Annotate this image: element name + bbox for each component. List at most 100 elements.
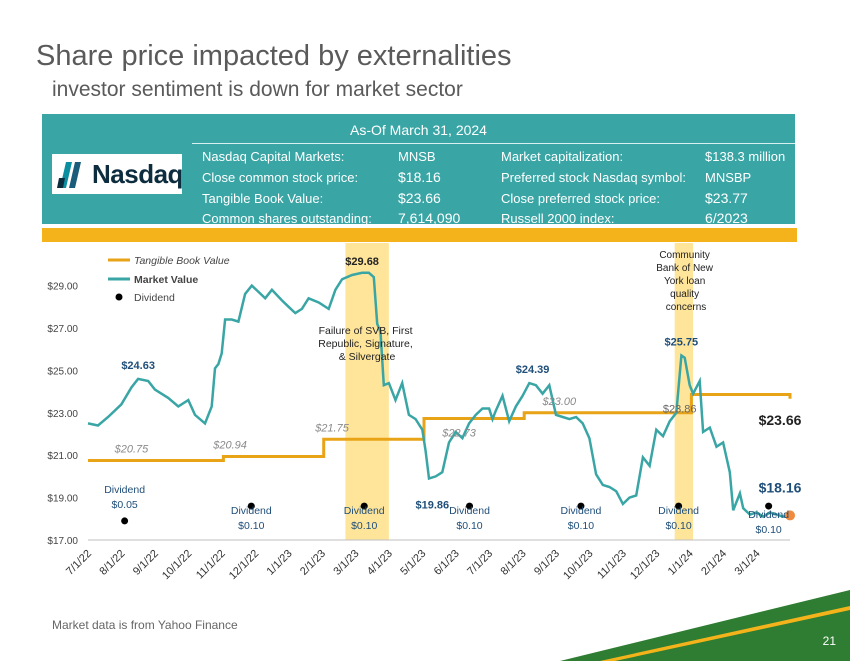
dividend-label: Dividend — [231, 505, 272, 517]
page-title: Share price impacted by externalities — [36, 40, 512, 72]
dividend-dot — [466, 502, 474, 510]
x-tick-label: 8/1/23 — [499, 548, 529, 578]
price-annotation: $20.94 — [212, 439, 247, 451]
value-pref-price: $23.77 — [705, 190, 748, 206]
label-russell: Russell 2000 index: — [501, 211, 615, 226]
dividend-dots — [121, 502, 773, 525]
price-annotation: $24.39 — [516, 364, 550, 376]
x-tick-label: 7/1/23 — [465, 548, 495, 578]
dividend-amount: $0.10 — [351, 520, 377, 532]
price-annotation: $29.68 — [345, 256, 379, 268]
x-tick-label: 2/1/23 — [298, 548, 328, 578]
price-annotation: $21.75 — [314, 422, 350, 434]
x-tick-label: 9/1/23 — [532, 548, 562, 578]
nycb-note-line-5: concerns — [666, 302, 707, 313]
market-value-line — [87, 271, 791, 519]
tbv-line — [88, 393, 792, 462]
dividend-labels: Dividend $0.05 Dividend $0.10 Dividend $0.10 D… — [104, 484, 789, 536]
y-tick-label: $19.00 — [47, 494, 78, 505]
x-tick-label: 2/1/24 — [699, 548, 729, 578]
y-axis: $17.00 $19.00 $21.00 $23.00 $25.00 $27.00 $29.… — [47, 282, 78, 547]
nasdaq-logo-text: Nasdaq — [92, 159, 183, 189]
x-tick-label: 9/1/22 — [131, 548, 161, 578]
x-tick-label: 12/1/22 — [227, 548, 261, 582]
x-tick-label: 12/1/23 — [628, 548, 662, 582]
svb-note: Failure of SVB, First Republic, Signatur… — [318, 325, 415, 363]
dividend-amount: $0.05 — [111, 499, 137, 511]
y-tick-label: $17.00 — [47, 536, 78, 547]
dividend-dot — [765, 502, 773, 510]
price-annotation: $22.73 — [441, 428, 477, 440]
svb-note-line-2: Republic, Signature, — [318, 338, 413, 350]
y-tick-label: $21.00 — [47, 451, 78, 462]
accent-strip — [42, 228, 797, 242]
x-tick-label: 1/1/23 — [265, 548, 295, 578]
x-tick-label: 3/1/23 — [331, 548, 361, 578]
price-annotation: $24.63 — [121, 360, 155, 372]
label-shares: Common shares outstanding: — [202, 211, 372, 226]
dividend-amount: $0.10 — [456, 520, 482, 532]
dividend-label: Dividend — [560, 505, 601, 517]
price-annotation: $23.00 — [542, 396, 578, 408]
svb-note-line-3: & Silvergate — [339, 351, 396, 363]
price-annotation: $23.66 — [759, 412, 802, 428]
x-tick-label: 4/1/23 — [365, 548, 395, 578]
dividend-label: Dividend — [104, 484, 145, 496]
dividend-amount: $0.10 — [568, 520, 594, 532]
x-tick-label: 10/1/22 — [160, 548, 194, 582]
x-tick-label: 10/1/23 — [561, 548, 595, 582]
legend-tbv: Tangible Book Value — [134, 255, 230, 267]
value-pref-symbol: MNSBP — [705, 170, 752, 185]
dividend-dot — [247, 502, 255, 510]
nycb-note: Community Bank of New York loan quality … — [656, 250, 715, 313]
legend-mv: Market Value — [134, 274, 198, 286]
price-annotation: $19.86 — [415, 500, 449, 512]
nycb-note-line-4: quality — [670, 289, 699, 300]
x-tick-label: 11/1/23 — [595, 548, 629, 582]
y-tick-label: $29.00 — [47, 282, 78, 293]
price-annotation: $18.16 — [759, 479, 802, 495]
dividend-dot — [360, 502, 368, 510]
x-tick-label: 6/1/23 — [432, 548, 462, 578]
x-tick-label: 7/1/22 — [64, 548, 94, 578]
svb-failure-band — [345, 243, 389, 540]
nasdaq-logo-icon — [57, 162, 81, 188]
dividend-amount: $0.10 — [755, 524, 781, 536]
page-subtitle: investor sentiment is down for market se… — [52, 78, 463, 101]
label-pref-price: Close preferred stock price: — [501, 191, 660, 206]
svb-note-line-1: Failure of SVB, First — [319, 325, 413, 337]
dividend-dot — [121, 517, 129, 525]
dividend-dot — [675, 502, 683, 510]
corner-green — [560, 590, 850, 661]
label-market-cap: Market capitalization: — [501, 149, 624, 164]
nycb-note-line-3: York loan — [664, 276, 705, 287]
y-tick-label: $25.00 — [47, 366, 78, 377]
price-annotation: $23.86 — [663, 404, 697, 416]
nycb-note-line-1: Community — [659, 250, 710, 261]
x-tick-label: 1/1/24 — [666, 548, 696, 578]
dividend-dot — [577, 502, 585, 510]
x-tick-label: 3/1/24 — [733, 548, 763, 578]
value-close-price: $18.16 — [398, 169, 441, 185]
as-of-date: As-Of March 31, 2024 — [350, 122, 487, 138]
dividend-amount: $0.10 — [238, 520, 264, 532]
data-source-note: Market data is from Yahoo Finance — [52, 618, 238, 632]
nycb-note-line-2: Bank of New — [656, 263, 713, 274]
x-tick-label: 11/1/22 — [194, 548, 228, 582]
dividend-label: Dividend — [748, 509, 789, 521]
info-panel: As-Of March 31, 2024 Nasdaq Nasdaq Capit… — [42, 114, 795, 226]
value-shares: 7,614,090 — [398, 210, 461, 226]
x-tick-label: 5/1/23 — [398, 548, 428, 578]
y-tick-label: $27.00 — [47, 324, 78, 335]
label-market: Nasdaq Capital Markets: — [202, 149, 345, 164]
latest-price-dot — [785, 510, 795, 521]
divider — [192, 143, 795, 144]
x-tick-label: 8/1/22 — [97, 548, 127, 578]
label-tbv: Tangible Book Value: — [202, 191, 324, 206]
nybc-concern-band — [674, 243, 694, 540]
value-market: MNSB — [398, 149, 436, 164]
label-close-price: Close common stock price: — [202, 170, 359, 185]
page-number: 21 — [822, 634, 836, 648]
value-russell: 6/2023 — [705, 210, 748, 226]
